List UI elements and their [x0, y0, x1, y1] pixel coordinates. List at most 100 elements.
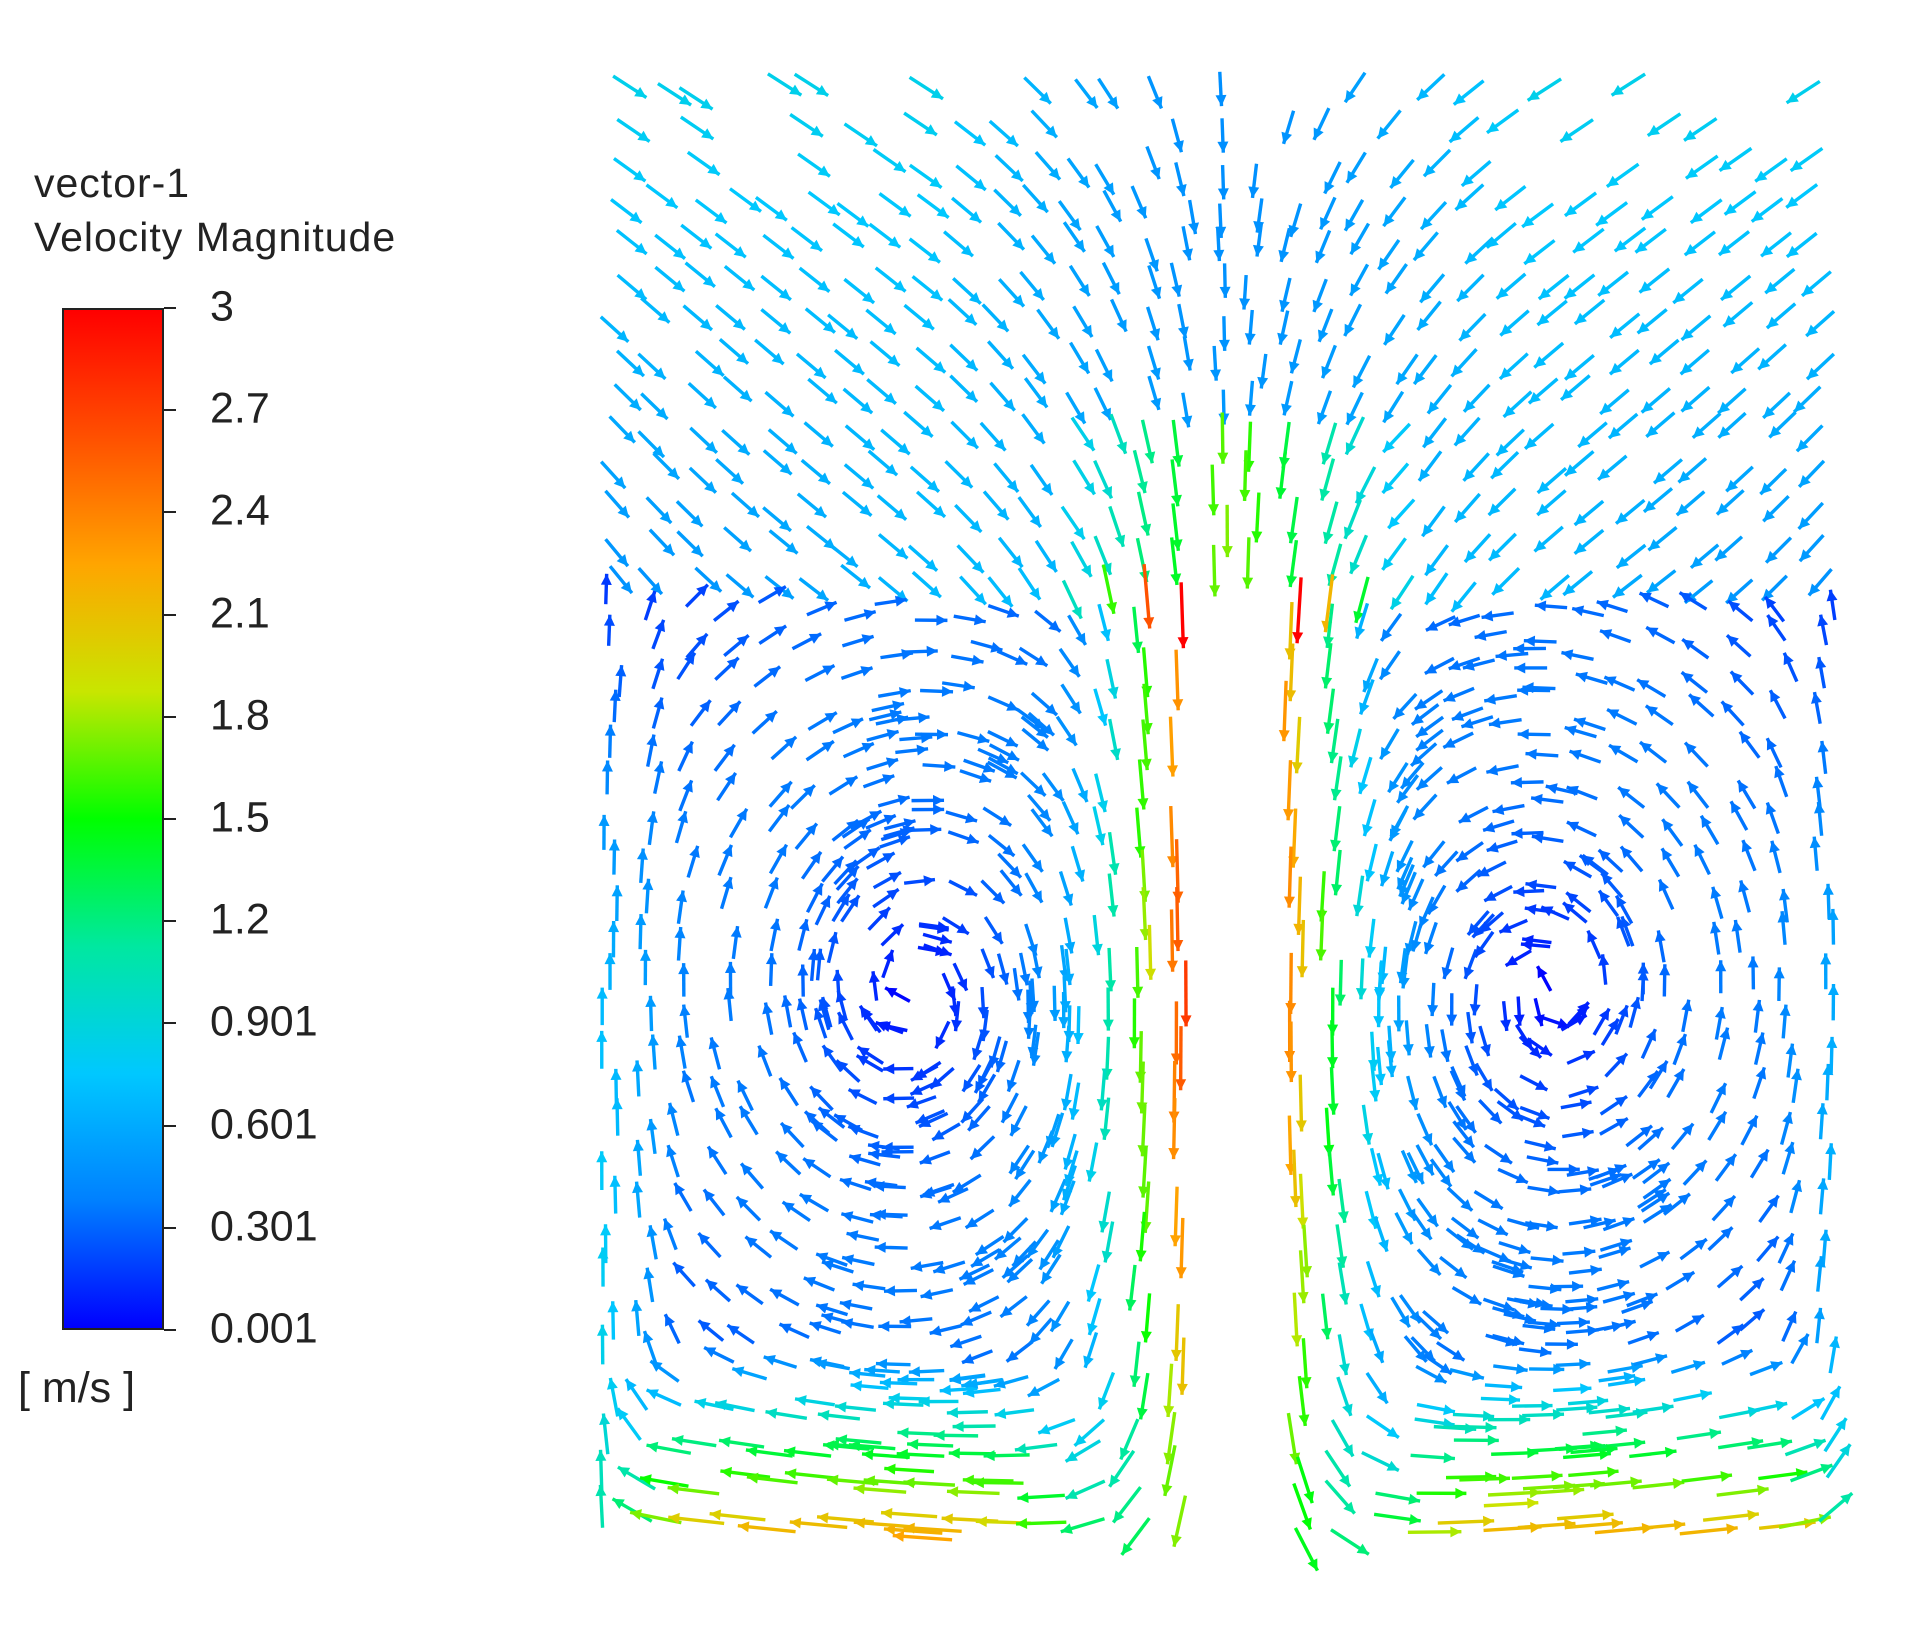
velocity-vector	[1659, 964, 1671, 997]
vector-head	[1011, 988, 1023, 1001]
velocity-vector	[1614, 1004, 1629, 1035]
vector-head	[1576, 1006, 1589, 1018]
velocity-vector	[1570, 1443, 1618, 1455]
vector-head	[883, 949, 895, 963]
velocity-vector	[1213, 226, 1225, 262]
velocity-vector	[880, 1507, 938, 1519]
velocity-vector	[1349, 222, 1371, 256]
vector-head	[1518, 1243, 1531, 1255]
velocity-vector	[1654, 930, 1666, 963]
velocity-vector	[1805, 310, 1836, 338]
velocity-vector	[993, 1236, 1022, 1261]
velocity-vector	[1498, 352, 1529, 381]
velocity-vector	[911, 794, 945, 806]
velocity-vector	[949, 1334, 982, 1349]
vector-head	[1528, 391, 1541, 404]
velocity-vector	[932, 1260, 966, 1274]
velocity-vector	[1715, 489, 1745, 516]
velocity-vector	[1518, 1346, 1552, 1358]
velocity-vector	[909, 1080, 940, 1097]
vector-head	[653, 697, 665, 710]
velocity-vector	[1514, 1023, 1534, 1051]
vector-head	[1521, 1037, 1533, 1050]
velocity-vector	[1107, 873, 1119, 917]
vector-head	[1343, 526, 1355, 539]
vector-head	[851, 235, 864, 247]
velocity-vector	[1423, 1023, 1435, 1058]
vector-head	[824, 391, 837, 404]
vector-head	[1616, 512, 1629, 524]
colorbar-tick-mark	[164, 920, 176, 923]
vector-head	[1019, 973, 1031, 986]
vector-head	[1653, 1189, 1666, 1201]
vector-head	[1585, 1302, 1598, 1314]
vector-head	[720, 1466, 732, 1478]
vector-head	[867, 847, 880, 859]
velocity-vector	[723, 526, 753, 553]
vector-head	[769, 918, 781, 931]
vector-head	[1767, 615, 1779, 628]
vector-head	[1252, 244, 1264, 257]
velocity-vector	[715, 304, 746, 331]
vector-head	[892, 700, 905, 712]
vector-head	[813, 366, 826, 378]
vector-head	[789, 84, 802, 96]
velocity-vector	[803, 1276, 836, 1292]
velocity-vector	[607, 1301, 619, 1340]
vector-head	[1221, 546, 1233, 558]
vector-head	[1451, 710, 1465, 721]
velocity-vector	[1455, 1233, 1486, 1255]
velocity-vector	[1135, 1211, 1147, 1262]
vector-head	[645, 995, 657, 1008]
colorbar-tick-mark	[164, 511, 176, 514]
velocity-vector	[1128, 998, 1140, 1049]
velocity-vector	[1319, 196, 1337, 231]
vector-head	[1574, 513, 1587, 525]
velocity-vector	[1172, 887, 1184, 952]
vector-head	[1457, 289, 1469, 302]
vector-head	[1640, 1299, 1653, 1311]
vector-head	[1408, 1493, 1421, 1505]
velocity-vector	[1498, 918, 1528, 934]
vector-head	[799, 1194, 813, 1205]
velocity-vector	[874, 1241, 908, 1253]
vector-head	[1710, 886, 1722, 899]
vector-head	[919, 1154, 933, 1165]
vector-head	[812, 883, 823, 896]
vector-head	[885, 987, 898, 998]
velocity-vector	[795, 352, 827, 380]
velocity-vector	[1029, 463, 1054, 496]
velocity-vector	[807, 190, 841, 217]
velocity-vector	[1495, 272, 1527, 300]
vector-head	[1408, 1097, 1419, 1110]
velocity-vector	[1785, 79, 1821, 105]
velocity-vector	[880, 923, 905, 947]
velocity-vector	[645, 1388, 682, 1407]
velocity-vector	[1527, 1318, 1561, 1330]
velocity-vector	[611, 885, 623, 922]
velocity-vector	[1791, 1396, 1826, 1421]
vector-head	[962, 1474, 974, 1486]
vector-head	[1561, 388, 1574, 400]
vector-head	[1587, 1166, 1599, 1178]
velocity-vector	[687, 382, 717, 410]
vector-head	[1416, 778, 1429, 790]
velocity-vector	[1628, 996, 1641, 1029]
vector-head	[1107, 905, 1119, 917]
velocity-vector	[1095, 225, 1116, 258]
velocity-vector	[1534, 600, 1568, 612]
velocity-vector	[1343, 499, 1362, 540]
velocity-vector	[768, 529, 799, 555]
velocity-vector	[1096, 1068, 1108, 1111]
velocity-vector	[1458, 805, 1489, 824]
vector-head	[681, 1070, 693, 1083]
velocity-vector	[1568, 1466, 1619, 1478]
velocity-vector	[867, 1140, 900, 1152]
velocity-vector	[852, 1280, 886, 1292]
vector-head	[740, 1106, 751, 1119]
velocity-vector	[1487, 1414, 1531, 1426]
vector-head	[832, 969, 844, 982]
velocity-vector	[1819, 1229, 1831, 1266]
velocity-vector	[1586, 929, 1602, 960]
velocity-vector	[1006, 1059, 1021, 1093]
